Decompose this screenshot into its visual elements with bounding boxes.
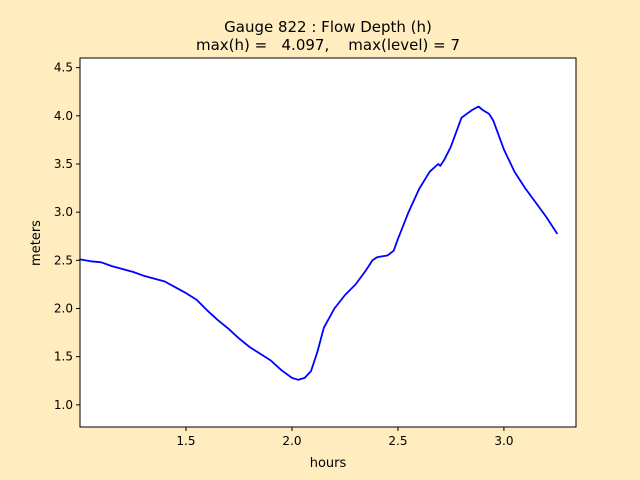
x-tick-label: 2.0 <box>282 434 301 448</box>
y-tick-label: 2.0 <box>54 301 73 315</box>
chart-title: Gauge 822 : Flow Depth (h) <box>224 18 432 36</box>
x-axis-label: hours <box>310 456 347 471</box>
x-tick-label: 1.5 <box>176 434 195 448</box>
x-tick-label: 2.5 <box>388 434 407 448</box>
y-axis-label: meters <box>29 220 44 266</box>
y-tick-label: 2.5 <box>54 253 73 267</box>
chart-subtitle: max(h) = 4.097, max(level) = 7 <box>196 36 460 54</box>
x-tick-label: 3.0 <box>494 434 513 448</box>
series-layer <box>79 105 558 381</box>
series-line <box>79 105 558 381</box>
y-tick-label: 1.0 <box>54 398 73 412</box>
y-axis-ticks: 1.0 1.5 2.0 2.5 3.0 3.5 4.0 4.5 <box>54 61 80 412</box>
y-tick-label: 1.5 <box>54 350 73 364</box>
y-tick-label: 3.0 <box>54 205 73 219</box>
x-axis-ticks: 1.5 2.0 2.5 3.0 <box>176 427 513 448</box>
y-tick-label: 4.0 <box>54 109 73 123</box>
y-tick-label: 4.5 <box>54 61 73 75</box>
y-tick-label: 3.5 <box>54 157 73 171</box>
plot-frame <box>79 57 577 428</box>
plot-area <box>80 58 576 427</box>
